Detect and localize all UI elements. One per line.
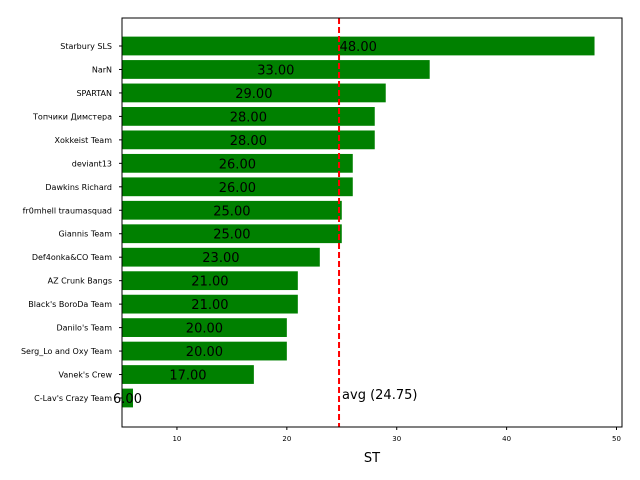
bar bbox=[122, 318, 287, 337]
bar bbox=[122, 83, 386, 103]
category-label: NarN bbox=[92, 65, 112, 74]
bar bbox=[122, 153, 353, 173]
x-axis-title: ST bbox=[364, 451, 380, 466]
data-label: 17.00 bbox=[169, 369, 206, 384]
average-line-label: avg (24.75) bbox=[342, 388, 417, 403]
data-label: 6.00 bbox=[113, 392, 142, 407]
bar bbox=[122, 341, 287, 361]
category-label: fr0mhell traumasquad bbox=[23, 206, 112, 215]
data-label: 33.00 bbox=[257, 63, 294, 78]
data-label: 23.00 bbox=[202, 251, 239, 266]
x-ticks-layer: 10 20 30 40 50 bbox=[172, 427, 621, 443]
category-label: Dawkins Richard bbox=[45, 183, 112, 192]
data-label: 28.00 bbox=[230, 134, 267, 149]
data-label: 25.00 bbox=[213, 228, 250, 243]
plot-frame bbox=[121, 17, 623, 428]
bar bbox=[122, 388, 133, 408]
category-label: Xokkeist Team bbox=[55, 136, 113, 145]
category-labels-layer: Starbury SLS NarN SPARTAN Топчики Димстера X… bbox=[21, 42, 122, 403]
data-label: 21.00 bbox=[191, 298, 228, 313]
category-label: C-Lav's Crazy Team bbox=[34, 394, 112, 403]
category-label: Vanek's Crew bbox=[59, 371, 113, 380]
bar bbox=[122, 177, 353, 197]
category-label: Def4onka&CO Team bbox=[32, 253, 112, 262]
bars-layer bbox=[122, 36, 595, 408]
x-tick-label: 50 bbox=[612, 435, 621, 443]
category-label: deviant13 bbox=[72, 159, 112, 168]
bar bbox=[122, 247, 320, 267]
category-label: Starbury SLS bbox=[60, 42, 112, 51]
data-labels-layer: 48.00 33.00 29.00 28.00 28.00 26.00 26.00 25.00… bbox=[113, 40, 377, 407]
x-tick-label: 20 bbox=[282, 435, 291, 443]
data-label: 21.00 bbox=[191, 275, 228, 290]
data-label: 26.00 bbox=[219, 157, 256, 172]
bar bbox=[122, 294, 298, 314]
category-label: Giannis Team bbox=[58, 230, 112, 239]
bar bbox=[122, 224, 342, 244]
category-label: AZ Crunk Bangs bbox=[48, 277, 112, 286]
data-label: 29.00 bbox=[235, 87, 272, 102]
x-tick-label: 10 bbox=[172, 435, 181, 443]
x-tick-label: 40 bbox=[502, 435, 511, 443]
data-label: 26.00 bbox=[219, 181, 256, 196]
data-label: 28.00 bbox=[230, 110, 267, 125]
category-label: Black's BoroDa Team bbox=[28, 300, 112, 309]
category-label: Serg_Lo and Oxy Team bbox=[21, 347, 112, 356]
bar bbox=[122, 271, 298, 291]
bar bbox=[122, 107, 375, 126]
category-label: SPARTAN bbox=[76, 89, 112, 98]
data-label: 20.00 bbox=[186, 345, 223, 360]
bar bbox=[122, 36, 595, 56]
bar bbox=[122, 130, 375, 150]
x-tick-label: 30 bbox=[392, 435, 401, 443]
data-label: 48.00 bbox=[340, 40, 377, 55]
bar bbox=[122, 365, 254, 384]
bar bbox=[122, 200, 342, 220]
data-label: 25.00 bbox=[213, 204, 250, 219]
category-label: Топчики Димстера bbox=[32, 112, 112, 121]
category-label: Danilo's Team bbox=[56, 324, 112, 333]
data-label: 20.00 bbox=[186, 322, 223, 337]
bar bbox=[122, 60, 430, 79]
